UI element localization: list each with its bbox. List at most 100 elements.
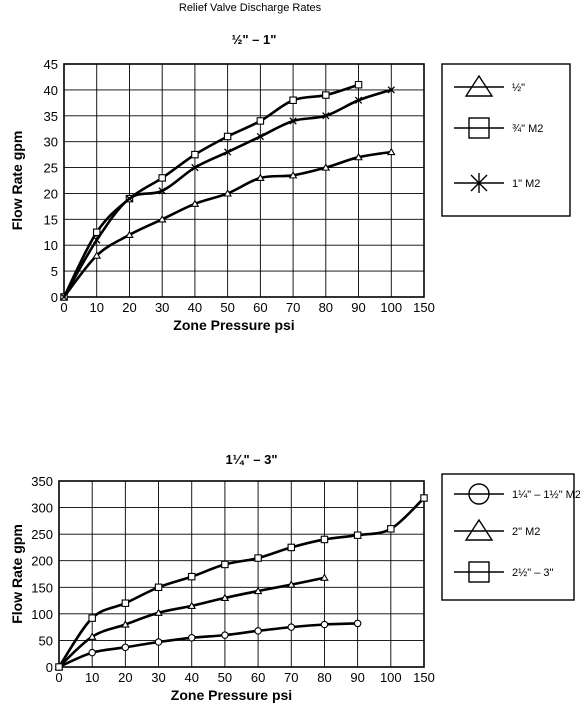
series-line xyxy=(62,83,359,298)
data-point xyxy=(157,215,167,223)
page-title: Relief Valve Discharge Rates xyxy=(178,2,322,14)
legend-entry: ¾" M2 xyxy=(512,123,543,135)
data-point xyxy=(286,580,296,588)
data-point xyxy=(320,573,329,581)
data-point xyxy=(154,583,163,592)
x-tick-label: 150 xyxy=(413,670,435,685)
chart-title: 1¼" – 3" xyxy=(225,452,277,467)
y-tick-label: 200 xyxy=(31,554,53,569)
data-point xyxy=(256,132,265,141)
x-tick-label: 10 xyxy=(85,670,99,685)
data-point xyxy=(221,631,229,639)
data-point xyxy=(55,663,63,671)
y-tick-label: 150 xyxy=(31,580,53,595)
data-point xyxy=(223,189,232,197)
legend-marker-circle xyxy=(468,483,490,505)
data-point xyxy=(158,174,166,182)
data-point xyxy=(191,150,199,159)
data-point xyxy=(256,173,265,182)
data-point xyxy=(353,531,362,539)
data-point xyxy=(354,152,363,161)
data-point xyxy=(92,228,101,237)
data-point xyxy=(187,634,196,642)
data-point xyxy=(287,623,296,631)
y-tick-label: 10 xyxy=(44,238,58,253)
legend-box xyxy=(441,473,575,601)
x-tick-label: 70 xyxy=(286,300,300,315)
x-tick-label: 70 xyxy=(284,670,298,685)
x-tick-label: 100 xyxy=(380,300,402,315)
data-point xyxy=(92,251,102,259)
y-tick-label: 250 xyxy=(31,527,53,542)
data-point xyxy=(354,96,363,104)
data-point xyxy=(154,638,163,646)
y-tick-label: 15 xyxy=(44,212,58,227)
data-point xyxy=(220,593,230,602)
x-tick-label: 80 xyxy=(319,300,333,315)
y-axis-label: Flow Rate gpm xyxy=(9,524,25,624)
data-point xyxy=(191,163,199,172)
data-point xyxy=(387,86,395,94)
x-tick-label: 0 xyxy=(55,670,62,685)
data-point xyxy=(125,230,134,238)
legend-entry: 2½" – 3" xyxy=(512,567,554,579)
data-point xyxy=(223,148,232,156)
legend-marker-x xyxy=(470,173,488,193)
data-point xyxy=(420,494,428,502)
data-point xyxy=(158,187,166,195)
data-point xyxy=(60,293,68,301)
x-tick-label: 20 xyxy=(122,300,136,315)
x-tick-label: 60 xyxy=(251,670,265,685)
data-point xyxy=(88,614,96,622)
x-axis-label: Zone Pressure psi xyxy=(173,317,294,333)
plot-frame xyxy=(58,480,425,668)
legend-marker-triangle xyxy=(464,74,494,97)
data-point xyxy=(121,599,130,607)
x-tick-label: 30 xyxy=(151,670,165,685)
data-point xyxy=(253,586,263,595)
y-tick-label: 350 xyxy=(31,474,53,489)
y-tick-label: 300 xyxy=(31,501,53,516)
data-point xyxy=(125,194,134,203)
legend-entry: ½" xyxy=(512,82,525,94)
data-point xyxy=(256,117,265,125)
y-tick-label: 5 xyxy=(51,264,58,279)
x-tick-label: 90 xyxy=(351,300,365,315)
x-tick-label: 150 xyxy=(413,300,435,315)
x-tick-label: 100 xyxy=(380,670,402,685)
plot-frame xyxy=(63,63,425,298)
data-point xyxy=(190,199,200,207)
data-point xyxy=(187,572,196,581)
x-axis-label: Zone Pressure psi xyxy=(171,687,292,703)
data-point xyxy=(287,543,296,552)
x-tick-label: 30 xyxy=(155,300,169,315)
data-point xyxy=(289,96,297,104)
data-point xyxy=(354,80,363,89)
data-point xyxy=(187,601,197,609)
data-point xyxy=(154,608,163,616)
data-point xyxy=(121,643,130,652)
y-tick-label: 25 xyxy=(44,161,58,176)
x-tick-label: 80 xyxy=(317,670,331,685)
data-point xyxy=(221,560,229,569)
legend-entry: 1" M2 xyxy=(512,178,540,190)
legend-marker-square xyxy=(468,561,490,583)
x-tick-label: 10 xyxy=(89,300,103,315)
y-tick-label: 0 xyxy=(51,290,58,305)
data-point xyxy=(322,91,330,99)
y-axis-label: Flow Rate gpm xyxy=(9,131,25,231)
data-point xyxy=(322,112,330,120)
y-tick-label: 35 xyxy=(44,109,58,124)
y-tick-label: 0 xyxy=(46,660,53,675)
y-tick-label: 20 xyxy=(44,186,58,201)
series-line xyxy=(58,622,358,669)
data-point xyxy=(321,163,331,171)
y-tick-label: 50 xyxy=(39,633,53,648)
data-point xyxy=(289,117,297,125)
legend-box xyxy=(441,63,571,217)
legend-entry: 1¼" – 1½" M2 xyxy=(512,489,580,501)
data-point xyxy=(320,620,329,629)
data-point xyxy=(223,132,232,141)
data-point xyxy=(254,554,262,562)
